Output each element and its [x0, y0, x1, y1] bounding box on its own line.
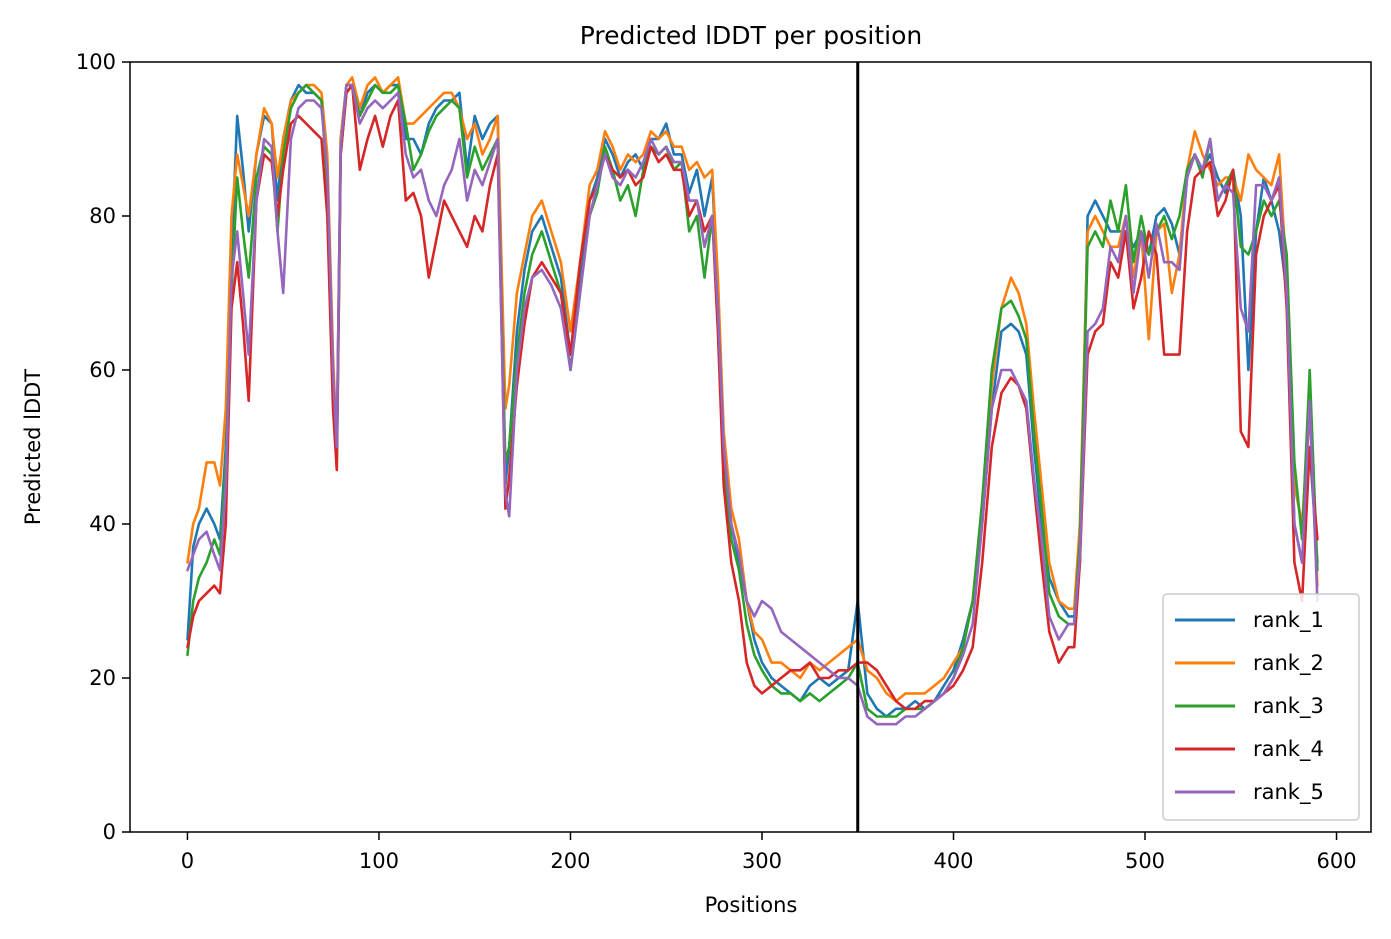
legend: rank_1 rank_2 rank_3 rank_4 rank_5: [1162, 593, 1360, 821]
chart-title: Predicted lDDT per position: [580, 21, 922, 50]
x-tick-label: 600: [1316, 849, 1356, 873]
y-tick-label: 0: [103, 820, 116, 844]
x-axis-title: Positions: [705, 893, 798, 917]
legend-label-rank-4: rank_4: [1253, 737, 1324, 762]
y-axis-ticks: 0 20 40 60 80 100: [76, 50, 130, 844]
y-tick-label: 100: [76, 50, 116, 74]
legend-label-rank-3: rank_3: [1253, 694, 1324, 719]
x-tick-label: 200: [550, 849, 590, 873]
y-tick-label: 40: [89, 512, 116, 536]
y-axis-title: Predicted lDDT: [21, 369, 45, 525]
x-axis-ticks: 0 100 200 300 400 500 600: [181, 832, 1357, 873]
x-tick-label: 500: [1125, 849, 1165, 873]
x-tick-label: 400: [933, 849, 973, 873]
x-tick-label: 300: [742, 849, 782, 873]
y-tick-label: 60: [89, 358, 116, 382]
y-tick-label: 80: [89, 204, 116, 228]
x-tick-label: 0: [181, 849, 194, 873]
x-tick-label: 100: [359, 849, 399, 873]
legend-label-rank-5: rank_5: [1253, 780, 1324, 805]
legend-label-rank-1: rank_1: [1253, 608, 1324, 633]
series-layer: [186, 76, 1319, 726]
plot-area-frame: [129, 61, 1372, 833]
legend-label-rank-2: rank_2: [1253, 651, 1324, 676]
y-tick-label: 20: [89, 666, 116, 690]
legend-items: rank_1 rank_2 rank_3 rank_4 rank_5: [1175, 608, 1324, 805]
legend-frame: [1162, 593, 1360, 821]
series-line-rank-5: [186, 83, 1319, 726]
